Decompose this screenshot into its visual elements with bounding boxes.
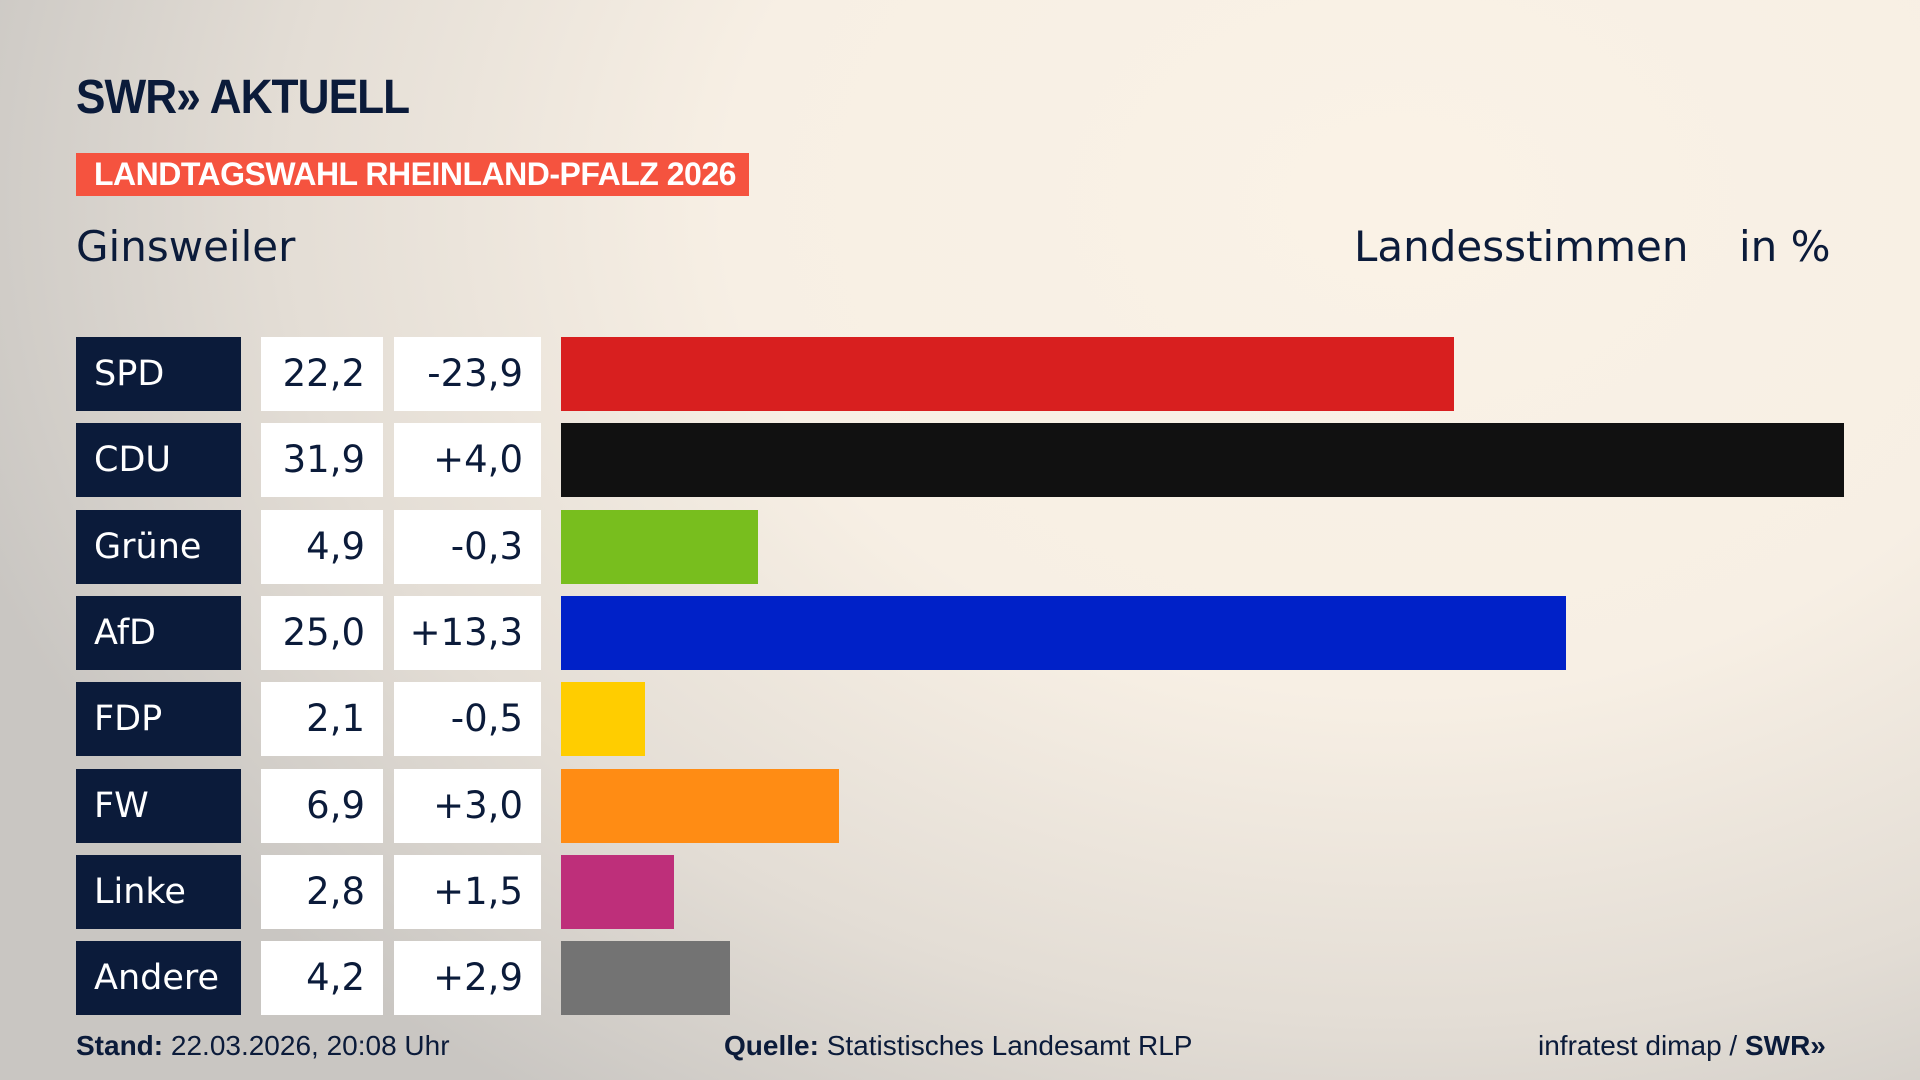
party-bar <box>561 768 839 843</box>
party-bar <box>561 423 1844 498</box>
party-value: 22,2 <box>261 337 383 411</box>
party-row: Andere 4,2 +2,9 <box>0 941 1920 1016</box>
party-label: SPD <box>76 337 241 411</box>
measure-label: Landesstimmen <box>1354 222 1689 271</box>
party-row: Grüne 4,9 -0,3 <box>0 509 1920 584</box>
party-label: Linke <box>76 854 241 929</box>
party-row: FDP 2,1 -0,5 <box>0 682 1920 757</box>
credit: infratest dimap / SWR» <box>1538 1030 1826 1062</box>
party-value: 4,2 <box>261 941 383 1016</box>
party-diff: +3,0 <box>394 768 541 843</box>
party-label: Andere <box>76 941 241 1016</box>
party-row: CDU 31,9 +4,0 <box>0 423 1920 498</box>
party-diff: -0,3 <box>394 509 541 584</box>
party-row: AfD 25,0 +13,3 <box>0 595 1920 670</box>
party-diff: +4,0 <box>394 423 541 498</box>
stand-info: Stand: 22.03.2026, 20:08 Uhr <box>76 1030 450 1062</box>
party-diff: +2,9 <box>394 941 541 1016</box>
party-bar <box>561 509 759 584</box>
party-label: CDU <box>76 423 241 498</box>
stand-label: Stand: <box>76 1030 164 1061</box>
party-row: Linke 2,8 +1,5 <box>0 854 1920 929</box>
source-info: Quelle: Statistisches Landesamt RLP <box>724 1030 1192 1062</box>
party-diff: -0,5 <box>394 682 541 757</box>
swr-aktuell-logo: SWR» AKTUELL <box>76 71 410 124</box>
place-title: Ginsweiler <box>76 222 296 271</box>
party-label: Grüne <box>76 509 241 584</box>
party-diff: +13,3 <box>394 595 541 670</box>
party-bar <box>561 682 646 757</box>
election-banner: LANDTAGSWAHL RHEINLAND-PFALZ 2026 <box>76 153 749 196</box>
party-value: 25,0 <box>261 595 383 670</box>
party-row: FW 6,9 +3,0 <box>0 768 1920 843</box>
unit-label: in % <box>1739 222 1831 271</box>
party-value: 2,1 <box>261 682 383 757</box>
party-bar <box>561 595 1567 670</box>
party-bar <box>561 854 674 929</box>
source-value: Statistisches Landesamt RLP <box>826 1030 1193 1061</box>
credit-text: infratest dimap / <box>1538 1030 1738 1061</box>
party-diff: -23,9 <box>394 337 541 411</box>
party-label: AfD <box>76 595 241 670</box>
party-label: FW <box>76 768 241 843</box>
party-value: 2,8 <box>261 854 383 929</box>
party-bar <box>561 941 730 1016</box>
party-bar <box>561 337 1454 411</box>
stand-value: 22.03.2026, 20:08 Uhr <box>170 1030 450 1061</box>
source-label: Quelle: <box>724 1030 819 1061</box>
swr-logo: SWR» <box>1744 1030 1826 1061</box>
party-value: 31,9 <box>261 423 383 498</box>
party-label: FDP <box>76 682 241 757</box>
party-value: 4,9 <box>261 509 383 584</box>
party-row: SPD 22,2 -23,9 <box>0 337 1920 411</box>
party-value: 6,9 <box>261 768 383 843</box>
party-diff: +1,5 <box>394 854 541 929</box>
